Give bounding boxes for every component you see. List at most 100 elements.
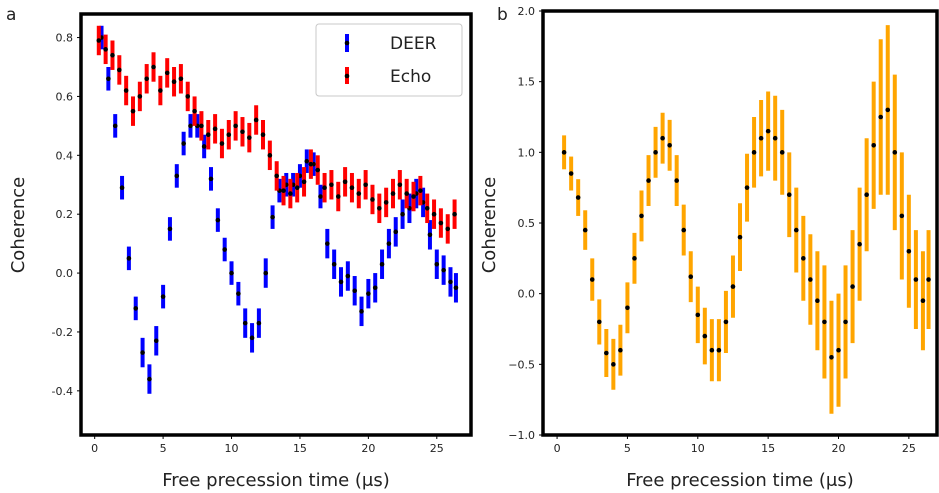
data-point	[294, 185, 300, 190]
data-point	[256, 320, 262, 326]
data-point	[199, 123, 204, 129]
data-point	[424, 206, 430, 211]
data-point	[453, 285, 459, 291]
data-point	[730, 284, 736, 289]
data-point	[857, 241, 862, 247]
y-tick-label: 0.4	[56, 149, 74, 162]
panel-b-ticks: 0 5 10 15 20 25 −1.0 −0.5 0.0 0.5 1.0 1.5 2.0	[508, 5, 916, 455]
data-point	[338, 279, 344, 285]
data-point	[229, 270, 234, 276]
data-point	[167, 226, 173, 232]
data-point	[158, 88, 163, 93]
panel-b-ylabel: Coherence	[479, 177, 500, 274]
data-point	[123, 88, 129, 93]
legend-echo-key	[344, 67, 350, 84]
data-point	[181, 141, 186, 146]
data-point	[786, 192, 792, 198]
data-point	[653, 150, 658, 155]
data-point	[639, 213, 644, 219]
data-point	[171, 79, 177, 85]
data-point	[188, 123, 193, 129]
data-point	[765, 128, 771, 134]
data-point	[247, 135, 252, 140]
data-point	[301, 179, 307, 185]
data-point	[836, 347, 841, 353]
data-point	[793, 227, 799, 233]
data-point	[438, 220, 444, 226]
data-point	[103, 47, 108, 52]
x-tick-label: 15	[293, 442, 307, 455]
data-point	[335, 194, 341, 199]
data-point	[329, 182, 334, 188]
data-point	[174, 173, 180, 179]
data-point	[445, 226, 451, 232]
data-point	[878, 114, 884, 120]
data-point	[400, 211, 405, 217]
panel-b-xlabel: Free precession time (μs)	[626, 470, 854, 491]
data-point	[226, 132, 232, 138]
panel-a-ticks: 0 5 10 15 20 25 -0.4 -0.2 0.0 0.2 0.4 0.6 0.8	[52, 32, 444, 455]
data-point	[723, 319, 729, 325]
data-point	[386, 241, 392, 246]
data-point	[178, 76, 184, 82]
data-point	[308, 161, 314, 167]
data-point	[208, 176, 214, 182]
y-tick-label: −1.0	[508, 429, 535, 442]
data-point	[267, 153, 273, 158]
data-point	[359, 309, 364, 314]
data-point	[205, 132, 211, 138]
data-point	[322, 185, 327, 190]
x-tick-label: 20	[361, 442, 375, 455]
data-point	[236, 291, 241, 296]
data-point	[331, 261, 337, 267]
data-point	[737, 234, 743, 240]
data-point	[611, 362, 616, 367]
data-point	[274, 173, 279, 179]
data-point	[144, 76, 149, 82]
data-point	[404, 191, 409, 196]
data-point	[618, 347, 623, 353]
data-point	[345, 273, 351, 279]
y-tick-label: 0.5	[518, 217, 536, 230]
data-point	[744, 185, 750, 190]
data-point	[871, 142, 876, 148]
data-point	[899, 213, 905, 219]
data-point	[130, 108, 136, 114]
data-point	[779, 150, 785, 155]
data-point	[906, 248, 912, 254]
data-point	[126, 256, 132, 261]
data-point	[393, 229, 399, 235]
data-point	[575, 195, 581, 200]
legend-deer-label: DEER	[390, 34, 437, 54]
data-point	[253, 117, 259, 123]
data-point	[164, 70, 170, 76]
data-point	[212, 126, 218, 132]
x-tick-label: 10	[691, 442, 705, 455]
y-tick-label: 0.8	[56, 32, 74, 45]
data-point	[117, 67, 122, 73]
x-tick-label: 10	[225, 442, 239, 455]
x-tick-label: 5	[160, 442, 167, 455]
data-point	[151, 64, 156, 70]
data-point	[233, 123, 238, 129]
y-tick-label: 0.0	[518, 288, 536, 301]
data-point	[688, 274, 694, 280]
data-point	[106, 76, 111, 82]
data-point	[112, 123, 118, 129]
data-point	[582, 227, 588, 233]
data-point	[625, 305, 630, 311]
data-point	[448, 279, 453, 285]
data-point	[709, 347, 715, 353]
data-point	[263, 270, 269, 276]
data-point	[822, 319, 827, 325]
x-tick-label: 25	[902, 442, 916, 455]
data-point	[201, 144, 207, 149]
data-point	[379, 261, 385, 267]
panel-a-series-1	[96, 25, 457, 244]
data-point	[758, 135, 764, 141]
data-point	[342, 179, 348, 185]
data-point	[215, 217, 221, 223]
data-point	[418, 188, 423, 193]
data-point	[318, 194, 323, 199]
panel-a-frame	[79, 12, 473, 437]
